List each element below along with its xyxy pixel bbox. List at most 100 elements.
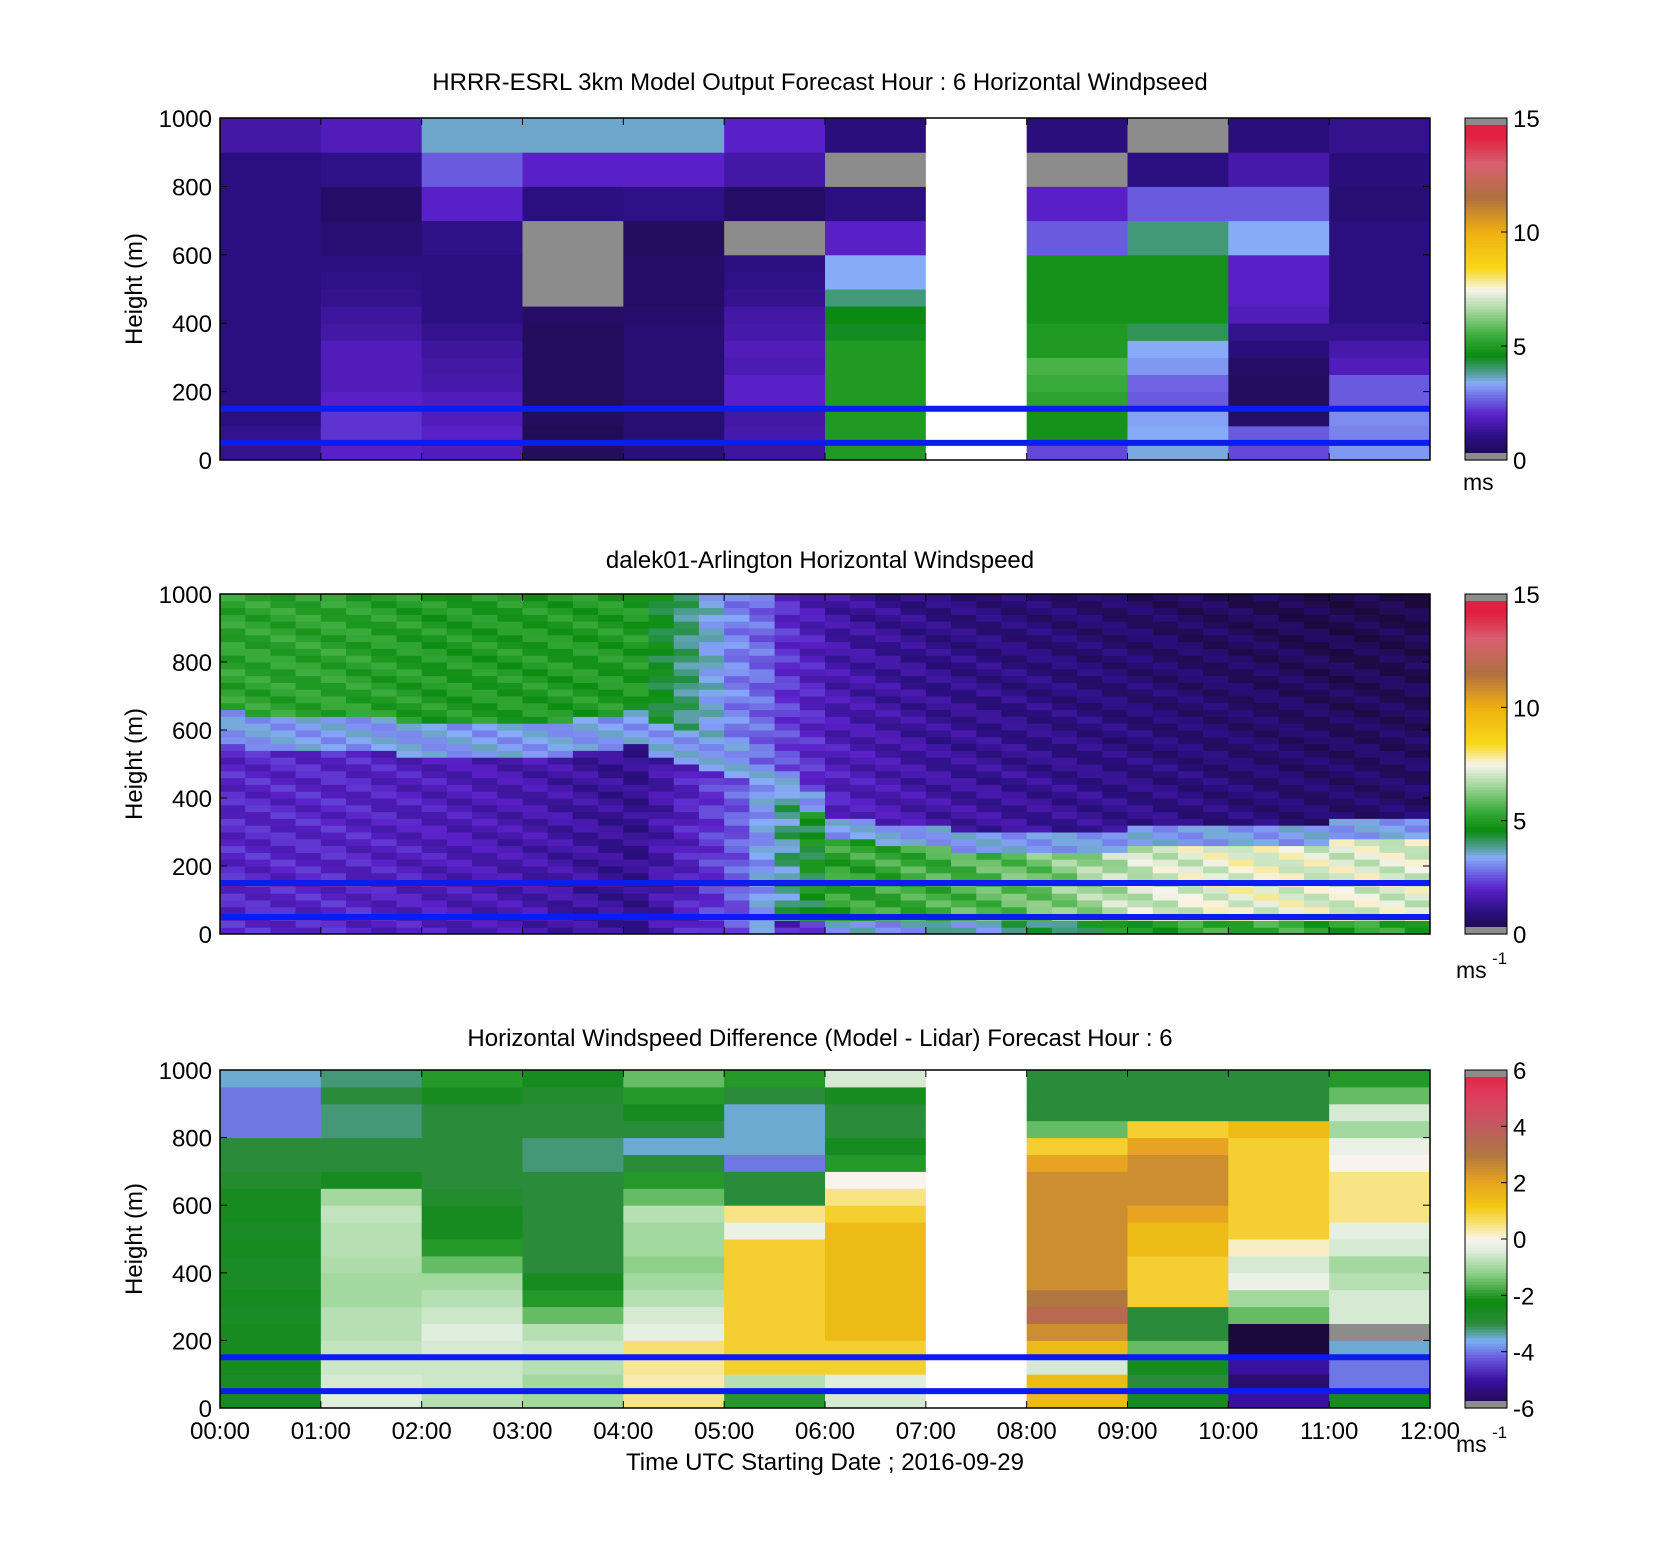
heatmap-cell: [825, 696, 851, 704]
heatmap-cell: [1253, 614, 1280, 622]
heatmap-cell: [396, 750, 423, 758]
heatmap-cell: [724, 607, 750, 615]
colorbar-swatch: [1465, 1337, 1507, 1341]
heatmap-cell: [1001, 696, 1028, 704]
heatmap-cell: [749, 804, 776, 813]
heatmap-cell: [1051, 811, 1078, 819]
heatmap-cell: [320, 271, 423, 290]
heatmap-cell: [346, 689, 372, 697]
heatmap-cell: [1077, 723, 1103, 731]
heatmap-cell: [396, 723, 423, 731]
heatmap-cell: [648, 668, 675, 677]
colorbar-swatch: [1465, 1098, 1507, 1102]
heatmap-cell: [446, 818, 473, 826]
heatmap-cell: [976, 621, 1002, 629]
heatmap-cell: [1278, 668, 1305, 677]
heatmap-cell: [951, 655, 977, 663]
heatmap-cell: [673, 872, 700, 881]
heatmap-cell: [976, 709, 1002, 717]
heatmap-cell: [623, 859, 650, 867]
heatmap-cell: [320, 374, 423, 393]
heatmap-cell: [421, 614, 448, 622]
heatmap-cell: [598, 811, 624, 819]
heatmap-cell: [295, 628, 322, 636]
heatmap-cell: [1379, 845, 1406, 853]
heatmap-cell: [875, 743, 902, 751]
colorbar-swatch: [1465, 303, 1507, 307]
heatmap-cell: [774, 900, 801, 908]
heatmap-cell: [623, 254, 725, 273]
heatmap-cell: [1228, 1103, 1330, 1122]
heatmap-cell: [951, 872, 977, 881]
heatmap-cell: [976, 723, 1002, 731]
heatmap-cell: [1329, 845, 1355, 853]
heatmap-cell: [270, 757, 297, 765]
heatmap-cell: [1026, 600, 1053, 609]
heatmap-cell: [623, 811, 650, 819]
heatmap-cell: [396, 832, 423, 840]
heatmap-cell: [220, 696, 246, 704]
heatmap-cell: [825, 1306, 927, 1324]
heatmap-cell: [320, 886, 347, 894]
heatmap-cell: [396, 689, 423, 697]
heatmap-cell: [850, 825, 876, 833]
heatmap-cell: [1253, 798, 1280, 806]
heatmap-cell: [572, 866, 599, 874]
heatmap-cell: [900, 804, 927, 813]
heatmap-cell: [320, 702, 347, 711]
y-tick-label: 1000: [159, 582, 212, 609]
heatmap-cell: [547, 675, 574, 683]
heatmap-cell: [900, 818, 927, 826]
heatmap-cell: [1152, 689, 1179, 697]
heatmap-cell: [825, 1323, 927, 1341]
heatmap-cell: [522, 777, 549, 785]
colorbar-swatch: [1465, 1148, 1507, 1153]
heatmap-cell: [270, 641, 297, 649]
heatmap-cell: [1127, 1391, 1229, 1409]
heatmap-cell: [1329, 818, 1355, 826]
heatmap-cell: [446, 594, 473, 602]
heatmap-cell: [1228, 1323, 1330, 1341]
heatmap-cell: [1228, 1137, 1330, 1155]
heatmap-cell: [421, 1205, 523, 1223]
heatmap-cell: [1404, 764, 1431, 772]
heatmap-cell: [396, 628, 423, 636]
colorbar-swatch: [1465, 681, 1507, 686]
heatmap-cell: [270, 791, 297, 799]
heatmap-cell: [976, 614, 1002, 622]
colorbar-swatch: [1465, 854, 1507, 859]
heatmap-cell: [346, 641, 372, 649]
heatmap-cell: [673, 838, 700, 847]
heatmap-cell: [320, 118, 423, 153]
heatmap-cell: [220, 662, 246, 670]
heatmap-cell: [346, 600, 372, 609]
heatmap-cell: [673, 886, 700, 894]
heatmap-cell: [270, 825, 297, 833]
heatmap-cell: [1404, 845, 1431, 853]
colorbar-swatch: [1465, 758, 1507, 762]
heatmap-cell: [1026, 702, 1053, 711]
colorbar-swatch: [1465, 769, 1507, 774]
heatmap-cell: [1026, 798, 1053, 806]
heatmap-cell: [1127, 852, 1154, 860]
heatmap-cell: [320, 628, 347, 636]
colorbar-swatch: [1465, 266, 1507, 270]
heatmap-cell: [799, 709, 826, 717]
heatmap-cell: [1026, 770, 1053, 779]
heatmap-cell: [598, 743, 624, 751]
heatmap-cell: [1152, 668, 1179, 677]
heatmap-cell: [1379, 675, 1406, 683]
heatmap-cell: [497, 770, 523, 779]
heatmap-cell: [472, 641, 498, 649]
heatmap-cell: [724, 655, 750, 663]
heatmap-cell: [598, 594, 624, 602]
heatmap-cell: [1001, 832, 1028, 840]
heatmap-cell: [951, 852, 977, 860]
heatmap-cell: [1177, 696, 1204, 704]
heatmap-cell: [1303, 607, 1330, 615]
heatmap-cell: [623, 621, 650, 629]
heatmap-cell: [1228, 425, 1330, 444]
heatmap-cell: [497, 825, 523, 833]
heatmap-cell: [1051, 621, 1078, 629]
heatmap-cell: [1203, 696, 1229, 704]
